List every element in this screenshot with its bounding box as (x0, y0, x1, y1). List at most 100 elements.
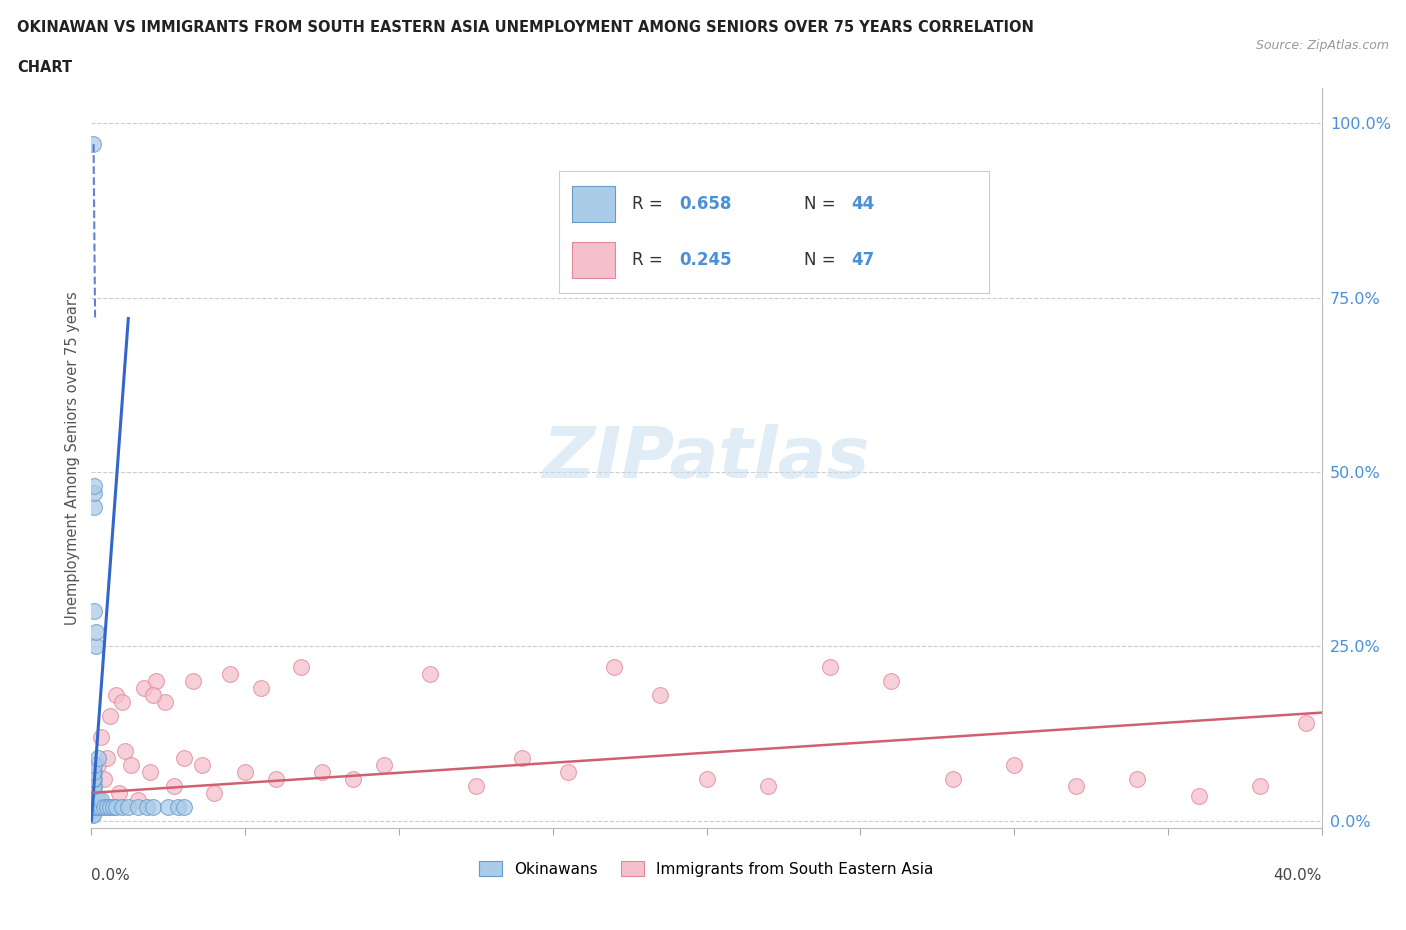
Point (83, 778, 105, 793)
Point (82, 772, 104, 787)
Point (83, 778, 105, 793)
Point (342, 772, 364, 787)
Point (86, 792, 108, 807)
Point (114, 744, 136, 759)
Point (650, 688, 672, 703)
Text: N =: N = (804, 251, 841, 269)
Point (145, 673, 167, 688)
Point (82, 800, 104, 815)
Point (83, 764, 105, 779)
Point (98, 709, 121, 724)
Point (1064, 778, 1087, 793)
Point (96, 751, 118, 765)
Point (82, 137, 104, 152)
Text: R =: R = (633, 251, 668, 269)
Point (603, 660, 626, 675)
Point (135, 800, 157, 815)
Point (510, 751, 533, 765)
Point (1249, 778, 1271, 793)
Point (818, 660, 841, 675)
Text: ZIPatlas: ZIPatlas (543, 423, 870, 493)
Point (157, 800, 180, 815)
Text: R =: R = (633, 194, 668, 213)
Point (83, 800, 105, 815)
Point (82, 778, 104, 793)
Point (181, 673, 204, 688)
Point (82, 792, 104, 807)
Point (83, 604, 105, 619)
Point (111, 800, 134, 815)
Point (82, 785, 104, 800)
Point (105, 800, 127, 815)
Y-axis label: Unemployment Among Seniors over 75 years: Unemployment Among Seniors over 75 years (65, 291, 80, 625)
Point (101, 800, 124, 815)
Point (93, 772, 115, 787)
Point (93, 800, 115, 815)
FancyBboxPatch shape (572, 185, 614, 222)
Point (90, 800, 112, 815)
Point (90, 729, 112, 744)
Point (84, 625, 107, 640)
Point (191, 757, 214, 772)
Point (290, 660, 312, 675)
Point (111, 695, 134, 710)
Point (83, 499, 105, 514)
Point (108, 785, 131, 800)
Point (82, 764, 104, 779)
Point (311, 764, 333, 779)
Legend: Okinawans, Immigrants from South Eastern Asia: Okinawans, Immigrants from South Eastern… (474, 855, 939, 883)
Point (86, 757, 108, 772)
Point (1126, 772, 1149, 787)
Point (83, 757, 105, 772)
Point (233, 764, 256, 779)
Point (86, 751, 108, 765)
Text: 0.0%: 0.0% (91, 869, 131, 883)
Point (132, 681, 155, 696)
Point (83, 485, 105, 500)
Text: 47: 47 (852, 251, 875, 269)
FancyBboxPatch shape (572, 242, 614, 278)
Point (696, 772, 718, 787)
Point (756, 778, 779, 793)
Point (83, 785, 105, 800)
Point (139, 764, 162, 779)
Point (153, 695, 177, 710)
Point (218, 667, 240, 682)
Point (142, 688, 165, 703)
Point (83, 792, 105, 807)
Point (127, 792, 149, 807)
Text: OKINAWAN VS IMMIGRANTS FROM SOUTH EASTERN ASIA UNEMPLOYMENT AMONG SENIORS OVER 7: OKINAWAN VS IMMIGRANTS FROM SOUTH EASTER… (17, 20, 1033, 35)
Point (83, 772, 105, 787)
Point (84, 639, 107, 654)
Point (83, 785, 105, 800)
Text: N =: N = (804, 194, 841, 213)
Text: 44: 44 (852, 194, 875, 213)
Point (1002, 757, 1025, 772)
Text: 0.245: 0.245 (679, 251, 733, 269)
Point (83, 479, 105, 494)
Point (264, 772, 287, 787)
Point (90, 792, 112, 807)
Point (202, 785, 225, 800)
Point (117, 800, 139, 815)
Point (96, 800, 118, 815)
Text: Source: ZipAtlas.com: Source: ZipAtlas.com (1256, 39, 1389, 52)
Point (880, 673, 903, 688)
Text: 0.658: 0.658 (679, 194, 733, 213)
Text: CHART: CHART (17, 60, 72, 75)
Point (82, 807, 104, 823)
Point (83, 792, 105, 807)
Point (1295, 716, 1317, 731)
Point (1187, 789, 1209, 804)
Point (142, 800, 165, 815)
Point (86, 800, 108, 815)
Point (249, 681, 271, 696)
Point (173, 800, 195, 815)
Point (127, 800, 149, 815)
Point (82, 803, 104, 817)
Point (120, 757, 142, 772)
Point (105, 688, 127, 703)
Point (419, 667, 441, 682)
Point (373, 757, 395, 772)
Point (98, 800, 121, 815)
